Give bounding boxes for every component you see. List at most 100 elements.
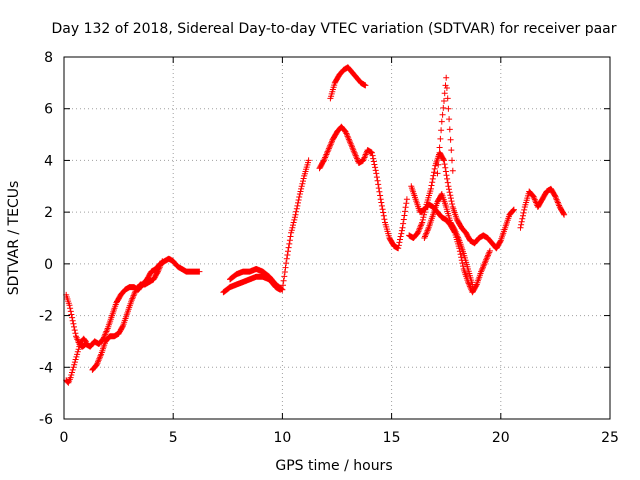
data-point	[249, 278, 251, 280]
series-sat-e	[227, 157, 312, 293]
data-point	[436, 201, 439, 203]
data-point	[100, 353, 102, 355]
data-point	[190, 271, 192, 273]
data-point	[541, 198, 543, 200]
data-point	[449, 221, 452, 224]
data-point	[401, 227, 404, 229]
data-point	[537, 206, 539, 208]
data-point	[308, 159, 310, 162]
data-point	[366, 149, 369, 151]
data-point	[102, 338, 104, 340]
data-point	[118, 333, 120, 335]
x-axis-label: GPS time / hours	[275, 458, 392, 474]
data-point	[423, 237, 425, 239]
data-point	[430, 188, 432, 190]
data-point	[559, 206, 561, 208]
data-point	[445, 77, 447, 79]
data-point	[388, 237, 391, 239]
data-point	[345, 131, 347, 133]
data-point	[299, 193, 301, 195]
data-point	[229, 278, 231, 280]
data-point	[519, 227, 522, 229]
data-point	[417, 232, 419, 234]
chart-title: Day 132 of 2018, Sidereal Day-to-day VTE…	[51, 21, 616, 37]
data-point	[554, 196, 557, 198]
data-point	[255, 276, 257, 278]
data-point	[67, 382, 69, 384]
data-points	[63, 64, 568, 386]
x-tick-label: 0	[60, 430, 69, 446]
data-point	[135, 289, 137, 291]
x-tick-label: 15	[383, 430, 401, 446]
data-point	[347, 66, 349, 68]
data-point	[98, 343, 100, 345]
data-point	[421, 221, 423, 224]
data-point	[469, 239, 471, 242]
data-point	[93, 340, 96, 343]
data-point	[456, 219, 458, 221]
data-point	[303, 175, 305, 177]
data-point	[131, 299, 133, 301]
data-point	[336, 131, 338, 133]
data-point	[342, 69, 345, 71]
data-point	[150, 271, 152, 273]
data-point	[482, 234, 484, 237]
data-point	[476, 283, 478, 286]
data-point	[68, 304, 71, 306]
y-tick-label: 0	[44, 257, 53, 273]
data-point	[546, 190, 548, 193]
series-sat-f	[316, 123, 410, 252]
x-tick-label: 5	[169, 430, 178, 446]
series-markers	[63, 255, 203, 350]
data-point	[410, 185, 412, 187]
data-point	[139, 283, 142, 286]
data-point	[458, 239, 460, 242]
data-point	[107, 327, 109, 330]
data-point	[340, 126, 342, 128]
data-point	[329, 97, 332, 99]
data-point	[362, 159, 364, 162]
data-point	[351, 71, 353, 74]
data-point	[235, 273, 238, 275]
series-markers	[227, 157, 312, 293]
data-point	[356, 77, 358, 79]
data-point	[323, 159, 325, 162]
data-point	[161, 260, 163, 262]
data-point	[463, 268, 465, 270]
x-tick-label: 10	[273, 430, 291, 446]
data-point	[275, 283, 277, 286]
data-point	[89, 346, 91, 348]
data-point	[113, 335, 115, 337]
data-point	[550, 188, 552, 190]
data-point	[198, 271, 201, 273]
data-point	[157, 271, 159, 273]
data-point	[428, 227, 430, 229]
data-point	[406, 198, 408, 200]
data-point	[111, 314, 113, 317]
data-point	[447, 185, 449, 187]
data-point	[419, 211, 421, 213]
series-sat-b	[63, 335, 89, 386]
data-point	[318, 167, 321, 169]
y-axis-label: SDTVAR / TECUs	[6, 181, 22, 296]
data-point	[415, 198, 417, 200]
data-point	[478, 237, 480, 239]
data-point	[500, 239, 502, 242]
data-point	[72, 369, 74, 371]
data-point	[268, 276, 270, 278]
data-point	[235, 283, 238, 286]
data-point	[491, 242, 493, 244]
data-point	[338, 74, 340, 76]
data-point	[380, 198, 382, 200]
series-markers	[316, 123, 410, 252]
data-point	[96, 364, 98, 366]
data-point	[80, 340, 83, 343]
data-point	[75, 335, 77, 337]
data-point	[397, 247, 399, 249]
data-point	[408, 234, 410, 237]
y-tick-label: 6	[44, 102, 53, 118]
series-sat-h	[406, 149, 517, 252]
data-point	[360, 82, 362, 84]
data-point	[115, 302, 118, 304]
